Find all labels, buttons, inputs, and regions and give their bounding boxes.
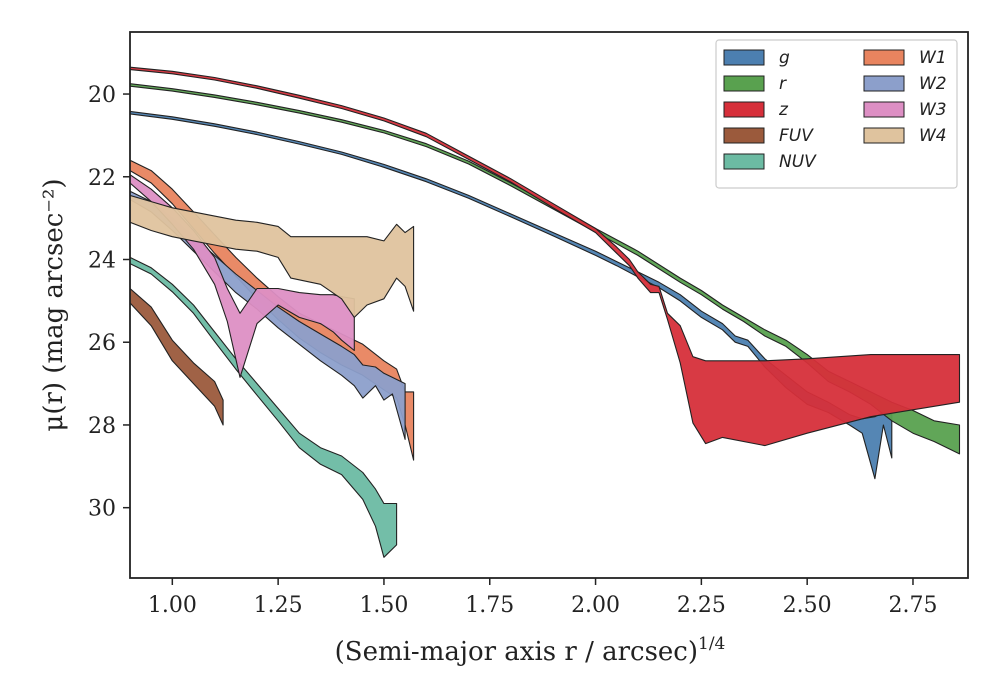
legend-label: W1 (919, 48, 947, 68)
y-tick-label: 22 (88, 166, 116, 191)
legend-swatch (723, 75, 765, 92)
x-tick-label: 2.50 (783, 593, 832, 618)
legend-swatch (723, 101, 765, 118)
legend-item-nuv: NUV (723, 152, 817, 172)
y-tick-label: 26 (88, 331, 116, 356)
x-tick-label: 2.00 (571, 593, 620, 618)
legend-swatch (723, 127, 765, 144)
x-tick-label: 1.00 (148, 593, 197, 618)
legend-item-w2: W2 (863, 74, 947, 94)
legend-item-z: z (723, 100, 789, 120)
legend-swatch (863, 127, 905, 144)
x-tick-label: 1.75 (465, 593, 514, 618)
x-tick-label: 1.25 (254, 593, 303, 618)
legend-item-w1: W1 (863, 48, 947, 68)
legend-label: W2 (919, 74, 947, 94)
legend-item-w4: W4 (863, 126, 947, 146)
legend-label: z (778, 100, 789, 120)
legend-item-w3: W3 (863, 100, 947, 120)
legend-label: r (779, 74, 787, 94)
x-axis-label: (Semi-major axis r / arcsec)1/4 (335, 634, 726, 667)
band-g (130, 110, 893, 480)
x-tick-label: 2.75 (888, 593, 937, 618)
legend-swatch (723, 153, 765, 170)
legend-label: FUV (779, 126, 814, 146)
legend: grz FUV NUV W1 W2 W3 W4 (715, 39, 958, 189)
band-fuv (130, 287, 224, 426)
legend-label: W4 (919, 126, 947, 146)
band-w4 (130, 194, 415, 318)
legend-swatch (723, 49, 765, 66)
x-tick-label: 1.50 (359, 593, 408, 618)
y-tick-label: 30 (88, 497, 116, 522)
legend-swatch (863, 49, 905, 66)
band-r (130, 83, 961, 455)
legend-item-r: r (723, 74, 787, 94)
y-axis-label: μ(r) (mag arcsec⁻²) (39, 178, 69, 431)
x-axis-label-exponent: 1/4 (698, 634, 725, 654)
legend-label: W3 (919, 100, 947, 120)
legend-swatch (863, 75, 905, 92)
legend-label: g (779, 48, 790, 68)
legend-item-fuv: FUV (723, 126, 814, 146)
y-tick-label: 24 (88, 249, 116, 274)
plot-frame (129, 31, 969, 579)
legend-label: NUV (779, 152, 817, 172)
x-tick-label: 2.25 (677, 593, 726, 618)
y-tick-label: 20 (88, 83, 116, 108)
band-z (130, 66, 961, 447)
legend-item-g: g (723, 48, 790, 68)
y-tick-label: 28 (88, 414, 116, 439)
legend-swatch (863, 101, 905, 118)
